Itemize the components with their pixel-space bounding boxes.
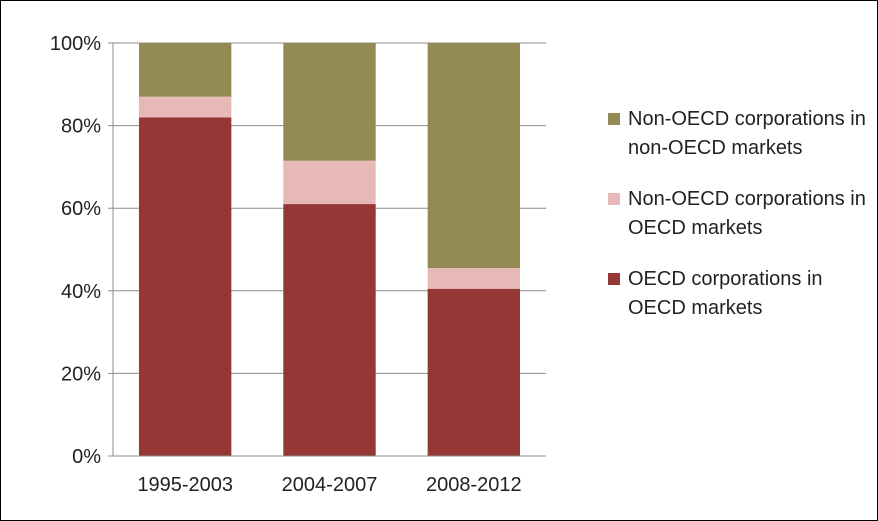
y-tick-label: 0% <box>72 446 101 468</box>
x-tick-label: 1995-2003 <box>137 474 233 496</box>
y-tick-label: 100% <box>50 33 101 55</box>
bar-segment <box>427 43 521 269</box>
legend: Non-OECD corporations in non-OECD market… <box>608 105 870 345</box>
axes <box>112 43 546 457</box>
y-tick-labels: 0% 20% 40% 60% 80% 100% <box>50 33 101 468</box>
y-tick-label: 80% <box>61 116 101 138</box>
x-tick-labels: 1995-2003 2004-2007 2008-2012 <box>137 474 521 496</box>
bar-segment <box>138 43 232 97</box>
legend-swatch <box>608 113 620 125</box>
bar-segment <box>427 288 521 456</box>
legend-label: OECD corporations in OECD markets <box>628 268 823 319</box>
bar-segment <box>283 204 376 456</box>
bar-segment <box>138 96 232 118</box>
y-tick-label: 60% <box>61 198 101 220</box>
bar-segment <box>283 43 376 161</box>
legend-swatch <box>608 273 620 285</box>
bar-segment <box>138 117 232 456</box>
legend-item: Non-OECD corporations in non-OECD market… <box>608 105 870 163</box>
x-tick-label: 2008-2012 <box>426 474 522 496</box>
y-tick-label: 40% <box>61 281 101 303</box>
bars <box>138 43 521 456</box>
y-tick-label: 20% <box>61 363 101 385</box>
legend-swatch <box>608 193 620 205</box>
legend-label: Non-OECD corporations in OECD markets <box>628 188 866 239</box>
legend-item: Non-OECD corporations in OECD markets <box>608 185 870 243</box>
bar-segment <box>283 160 376 205</box>
x-tick-label: 2004-2007 <box>282 474 378 496</box>
legend-label: Non-OECD corporations in non-OECD market… <box>628 108 866 159</box>
legend-item: OECD corporations in OECD markets <box>608 265 870 323</box>
bar-segment <box>427 268 521 289</box>
